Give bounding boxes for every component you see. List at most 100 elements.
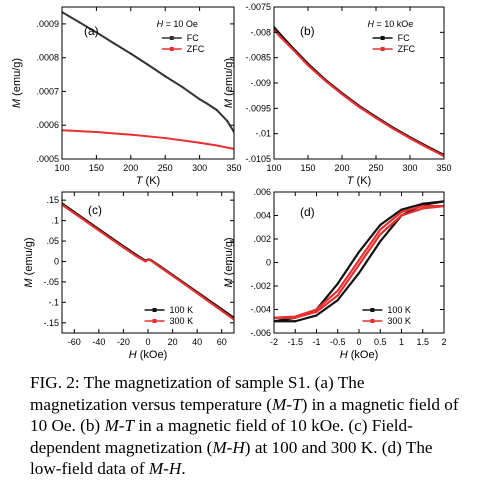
data-point <box>215 144 218 147</box>
data-point <box>149 259 152 262</box>
data-point <box>144 260 147 263</box>
data-point <box>379 228 382 231</box>
y-tick-label: -.004 <box>250 305 271 315</box>
data-point <box>146 258 150 261</box>
data-point <box>357 250 361 254</box>
y-tick-label: -.0075 <box>245 2 271 12</box>
x-tick-label: 1.5 <box>416 337 429 347</box>
data-point <box>336 282 339 285</box>
x-tick-label: 250 <box>368 163 383 173</box>
x-tick-label: 100 <box>54 163 69 173</box>
y-tick-label: -.05 <box>43 277 59 287</box>
y-tick-label: .0006 <box>36 120 59 130</box>
series-line-zfc <box>62 129 234 150</box>
x-tick-label: 200 <box>334 163 349 173</box>
data-point <box>198 98 201 101</box>
data-point <box>357 263 361 266</box>
x-tick-label: 0.5 <box>374 337 387 347</box>
x-tick-label: 150 <box>89 163 104 173</box>
y-tick-label: .0005 <box>36 154 59 164</box>
x-tick-label: -1.5 <box>287 337 303 347</box>
data-point <box>400 214 403 217</box>
y-tick-label: .0008 <box>36 53 59 63</box>
data-point <box>294 315 297 318</box>
x-axis-label: T (K) <box>136 175 160 187</box>
series-line-fc <box>274 26 444 156</box>
legend-label: ZFC <box>187 44 205 54</box>
data-point <box>421 205 424 208</box>
panel-label: (d) <box>300 205 315 219</box>
y-axis-label: M (emu/g) <box>223 58 235 108</box>
data-point <box>315 314 318 317</box>
data-point <box>215 108 218 112</box>
legend-marker <box>152 308 157 312</box>
caption-part: - <box>163 459 169 478</box>
data-point <box>164 75 167 78</box>
x-tick-label: 40 <box>192 337 202 347</box>
x-tick-label: -60 <box>68 337 81 347</box>
caption-part: M <box>212 437 227 457</box>
data-point <box>226 119 229 122</box>
legend-label: FC <box>187 33 199 43</box>
chart-panel-d: -2 -1.5 -1 -0.5 0 0.5 1 1.5 2 .006 .004 .002 0 -.002 -… <box>223 187 447 361</box>
data-point <box>112 42 115 45</box>
x-tick-label: 350 <box>436 163 451 173</box>
caption-part: M <box>104 416 119 435</box>
y-tick-label: 0 <box>266 258 271 268</box>
y-tick-label: .006 <box>253 187 271 197</box>
data-point <box>95 31 98 34</box>
caption-part: M <box>271 394 287 414</box>
x-axis-label: H (kOe) <box>129 349 168 361</box>
data-point <box>294 320 297 323</box>
legend-marker <box>152 319 157 323</box>
data-point <box>336 294 339 297</box>
caption-part: - <box>286 394 293 414</box>
legend-label: 100 K <box>170 305 194 315</box>
data-point <box>357 259 361 262</box>
field-annotation: H = 10 kOe <box>368 19 414 29</box>
data-point <box>129 133 132 136</box>
data-point <box>198 141 201 144</box>
y-tick-label: .0007 <box>36 86 59 96</box>
legend-marker <box>370 308 375 312</box>
data-point <box>425 146 429 149</box>
series-line-100-k <box>274 200 444 323</box>
x-tick-label: 2 <box>441 337 446 347</box>
series-line-zfc <box>274 29 444 157</box>
y-tick-label: -.0095 <box>245 103 271 113</box>
x-tick-label: 300 <box>402 163 417 173</box>
caption-part: T <box>124 416 135 435</box>
x-tick-label: 20 <box>168 337 178 347</box>
figure-caption: FIG. 2: The magnetization of sample S1. … <box>30 372 460 480</box>
data-point <box>315 308 318 311</box>
figure-panels: 100 150 200 250 300 350.0005.0006.0007.0008.0… <box>11 2 452 361</box>
y-tick-label: .002 <box>253 234 271 244</box>
data-point <box>134 254 137 257</box>
data-point <box>336 289 339 292</box>
caption-part: in a magnetic field of 10 kOe. (c) Field… <box>30 416 413 457</box>
chart-panel-b: 100 150 200 250 300 350 -.0075 -.008 -.0085 -.009… <box>223 2 452 187</box>
data-point <box>129 52 132 55</box>
caption-part: ) in a magnetic field of 10 Oe. (b) <box>30 394 459 436</box>
data-point <box>95 130 98 134</box>
caption-part: T <box>292 394 302 414</box>
caption-part: - <box>226 437 233 457</box>
data-point <box>379 223 382 226</box>
y-tick-label: 0 <box>54 256 59 266</box>
panel-label: (c) <box>88 203 102 217</box>
y-tick-label: .004 <box>253 211 271 221</box>
y-tick-label: .05 <box>46 236 59 246</box>
legend-label: 100 K <box>387 305 411 315</box>
legend-marker <box>169 36 174 40</box>
x-tick-label: 200 <box>123 163 138 173</box>
caption-part: The magnetization of sample S1. (a) The … <box>30 373 365 414</box>
data-point <box>336 299 339 302</box>
caption-part: H <box>232 437 245 457</box>
data-point <box>340 93 344 96</box>
data-point <box>183 283 186 286</box>
legend-marker <box>370 319 375 323</box>
data-point <box>323 79 327 82</box>
data-point <box>357 271 361 275</box>
x-tick-label: 150 <box>300 163 315 173</box>
x-tick-label: -20 <box>117 337 130 347</box>
